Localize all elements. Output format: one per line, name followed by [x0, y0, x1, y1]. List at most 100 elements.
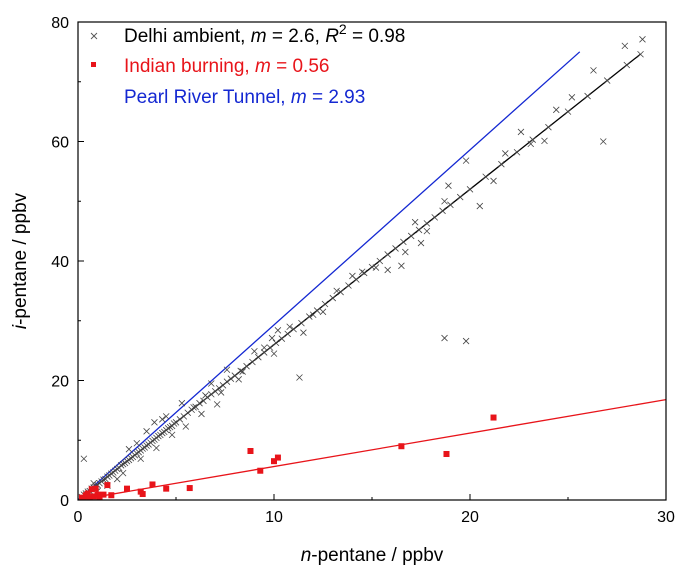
data-point	[274, 454, 281, 461]
legend-entry-indian-burning: Indian burning, m = 0.56	[91, 56, 329, 77]
y-tick-label: 60	[51, 135, 69, 152]
data-point	[358, 268, 366, 276]
data-point	[151, 419, 158, 426]
data-point	[153, 444, 160, 452]
data-point	[143, 428, 150, 435]
data-point	[108, 492, 115, 499]
data-point	[286, 323, 293, 331]
data-point	[637, 50, 644, 58]
data-point	[272, 339, 280, 347]
legend-marker-x-icon	[90, 32, 98, 40]
data-point	[108, 470, 115, 477]
y-tick-label: 20	[51, 374, 69, 391]
data-point	[235, 376, 243, 383]
data-point	[88, 486, 95, 493]
data-point	[402, 248, 409, 256]
data-point	[482, 173, 489, 181]
data-point	[541, 137, 548, 145]
data-point	[298, 319, 305, 327]
data-point	[490, 177, 497, 185]
data-point	[400, 238, 407, 246]
data-point	[319, 308, 327, 316]
data-point	[407, 232, 415, 240]
data-point	[321, 300, 329, 308]
y-axis-title: i-pentane / ppbv	[10, 192, 31, 329]
data-point	[164, 425, 172, 432]
data-point	[119, 469, 127, 477]
data-point	[119, 460, 127, 468]
data-point	[223, 378, 231, 385]
data-point	[270, 350, 278, 357]
data-point	[349, 272, 356, 280]
data-point	[223, 366, 231, 374]
data-point	[92, 485, 99, 492]
data-point	[190, 404, 197, 411]
svg-text:Pearl River Tunnel, m = 2.93: Pearl River Tunnel, m = 2.93	[124, 87, 365, 108]
data-points	[78, 36, 646, 500]
data-point	[149, 437, 156, 445]
data-point	[178, 399, 186, 407]
legend-entry-pearl-river: Pearl River Tunnel, m = 2.93	[124, 87, 365, 108]
data-point	[155, 432, 162, 440]
data-point	[384, 251, 391, 258]
data-point	[274, 327, 282, 334]
data-point	[490, 414, 497, 421]
data-point	[202, 392, 209, 399]
data-point	[176, 416, 184, 423]
data-point	[456, 193, 464, 201]
data-point	[623, 61, 631, 69]
data-point	[266, 344, 274, 351]
data-point	[211, 387, 219, 395]
data-point	[376, 257, 384, 265]
data-point	[345, 282, 352, 289]
data-point	[133, 450, 141, 457]
data-point	[441, 197, 448, 205]
data-point	[360, 269, 368, 277]
data-point	[529, 136, 537, 143]
series-indian-burning	[78, 414, 497, 500]
data-point	[90, 493, 97, 500]
data-point	[217, 389, 225, 396]
data-point	[423, 227, 431, 235]
x-tick-label: 10	[265, 509, 283, 526]
data-point	[447, 201, 454, 209]
data-point	[100, 491, 107, 498]
data-point	[260, 349, 268, 356]
data-point	[247, 448, 254, 455]
fit-line-indian-burning-fit	[78, 398, 666, 500]
data-point	[415, 226, 423, 234]
legend-entry-delhi-ambient: Delhi ambient, m = 2.6, R2 = 0.98	[90, 21, 405, 47]
data-point	[431, 214, 439, 221]
data-point	[184, 409, 192, 417]
data-point	[127, 454, 135, 462]
svg-text:Indian burning, m = 0.56: Indian burning, m = 0.56	[124, 56, 329, 77]
data-point	[149, 481, 156, 488]
data-point	[251, 347, 258, 355]
data-point	[462, 337, 470, 345]
axis-ticks: 0 10 20 30 0 20 40 60 80	[51, 15, 675, 526]
data-point	[170, 420, 178, 427]
data-point	[168, 431, 176, 439]
data-point	[123, 457, 131, 465]
data-point	[329, 294, 337, 302]
data-point	[96, 494, 103, 500]
data-point	[139, 445, 146, 452]
data-point	[186, 485, 193, 492]
data-point	[104, 473, 111, 480]
data-point	[104, 482, 111, 489]
data-point	[213, 401, 221, 408]
data-point	[443, 450, 450, 457]
legend-marker-square-icon	[91, 62, 96, 67]
data-point	[158, 416, 166, 423]
data-point	[139, 491, 146, 498]
data-point	[296, 374, 303, 381]
data-point	[439, 207, 446, 215]
data-point	[143, 442, 150, 449]
data-point	[207, 380, 215, 387]
data-point	[590, 67, 597, 74]
data-point	[372, 264, 380, 271]
data-point	[86, 495, 93, 500]
y-tick-label: 40	[51, 254, 69, 271]
data-point	[517, 128, 525, 136]
